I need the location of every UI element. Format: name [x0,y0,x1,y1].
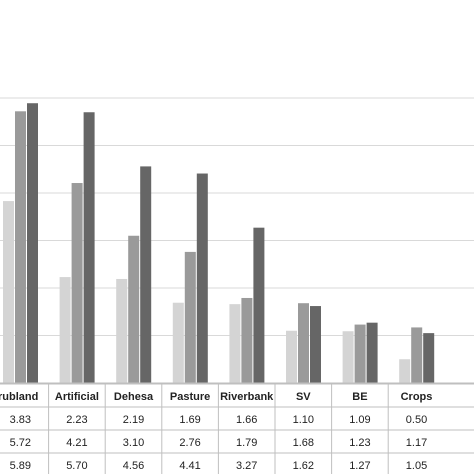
category-label: Dehesa [114,391,154,403]
table-value: 0.50 [406,414,427,426]
bar [15,111,26,384]
bar [253,227,265,383]
table-value: 1.27 [349,460,370,472]
bar [27,103,38,383]
table-value: 1.09 [349,414,370,426]
bar [366,322,378,383]
category-label: Artificial [55,391,99,403]
category-label: BE [352,391,367,403]
bar [116,278,128,383]
table-value: 5.72 [10,437,31,449]
bar [59,277,71,383]
bar [310,306,321,383]
bar [184,251,196,383]
bar [71,183,83,383]
table-value: 3.83 [10,414,31,426]
table-value: 2.23 [66,414,87,426]
table-value: 2.76 [179,437,200,449]
bar [229,304,241,383]
bar [342,331,354,383]
bar [128,235,140,383]
bar [140,166,152,383]
bar [411,327,423,383]
table-value: 1.05 [406,460,427,472]
table-value: 4.41 [179,460,200,472]
table-value: 2.19 [123,414,144,426]
category-label: rubland [0,391,38,403]
table-value: 4.21 [66,437,87,449]
table-value: 3.27 [236,460,257,472]
table-value: 4.56 [123,460,144,472]
category-label: Riverbank [220,391,274,403]
category-label: SV [296,391,311,403]
bar [354,324,366,383]
table-value: 1.23 [349,437,370,449]
table-value: 1.68 [293,437,314,449]
table-value: 1.79 [236,437,257,449]
table-value: 1.10 [293,414,314,426]
table-value: 5.89 [10,460,31,472]
table-value: 1.17 [406,437,427,449]
bar [423,333,435,383]
bar [83,112,95,383]
table-value: 1.66 [236,414,257,426]
table-value: 1.62 [293,460,314,472]
table-value: 5.70 [66,460,87,472]
bar [286,330,297,383]
category-label: Pasture [170,391,210,403]
bar [196,173,208,383]
bar [298,303,309,383]
table-value: 3.10 [123,437,144,449]
category-label: Crops [401,391,433,403]
table-value: 1.69 [179,414,200,426]
bar [241,297,253,383]
bar [172,302,184,383]
bar [399,359,411,383]
bar [3,201,14,383]
